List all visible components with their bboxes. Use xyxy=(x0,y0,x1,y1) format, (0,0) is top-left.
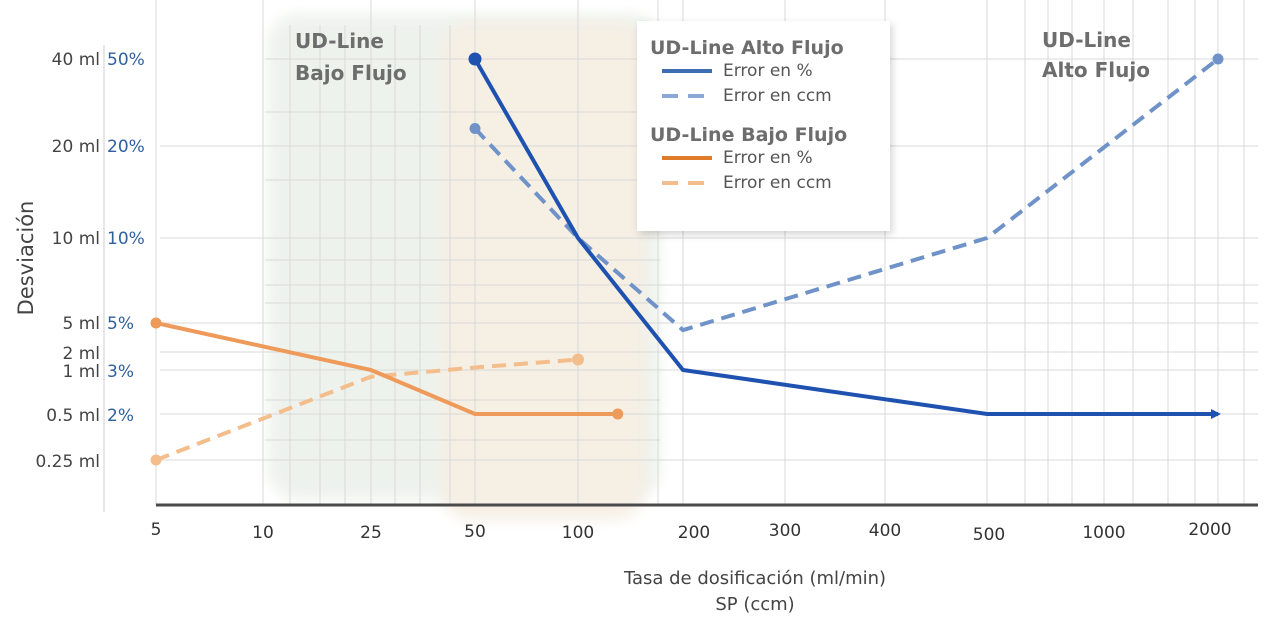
region-label-1: Alto Flujo xyxy=(1042,58,1150,82)
legend-item-label: Error en ccm xyxy=(723,86,832,106)
x-tick-label: 50 xyxy=(464,522,486,542)
x-tick-label: 25 xyxy=(360,523,382,543)
x-axis-ticks: 5 10 25 50 100 200 300 400 500 1000 2000 xyxy=(151,520,1232,545)
y-axis-title: Desviación xyxy=(14,201,38,316)
axes xyxy=(103,45,1258,512)
data-series xyxy=(150,52,1224,466)
x-tick-label: 1000 xyxy=(1082,523,1125,543)
y-tick-ml: 40 ml xyxy=(52,50,100,70)
y-tick-pct: 50% xyxy=(107,50,145,70)
region-labels: UD-Line Bajo Flujo UD-Line Alto Flujo xyxy=(295,28,1150,85)
y-axis-ticks: 40 ml 20 ml 10 ml 5 ml 2 ml1 ml 0.5 ml 0.25 ml… xyxy=(35,50,144,472)
x-axis-title: Tasa de dosificación (ml/min) xyxy=(623,568,886,589)
y-tick-pct: 3% xyxy=(107,362,134,382)
series-line-3 xyxy=(155,357,579,462)
series-1-point-0 xyxy=(469,122,481,134)
region-label-0: UD-Line xyxy=(295,29,384,53)
x-tick-label: 400 xyxy=(869,521,901,541)
y-tick-ml: 20 ml xyxy=(52,137,100,157)
legend-item-label: Error en ccm xyxy=(723,173,832,193)
y-tick-ml: 2 ml xyxy=(62,344,100,364)
y-tick-pct: 20% xyxy=(107,137,145,157)
x-tick-label: 100 xyxy=(562,523,594,543)
y-tick-ml: 1 ml xyxy=(62,362,100,382)
x-tick-label: 300 xyxy=(769,521,801,541)
y-tick-pct: 5% xyxy=(107,314,134,334)
series-1 xyxy=(469,53,1224,333)
x-tick-label: 500 xyxy=(973,525,1005,545)
series-3-point-0 xyxy=(150,454,162,466)
series-1-point-4 xyxy=(1212,53,1224,65)
series-3 xyxy=(150,353,584,466)
x-tick-label: 5 xyxy=(151,520,162,540)
legend-group-title: UD-Line Bajo Flujo xyxy=(650,124,847,146)
legend-box xyxy=(637,21,890,231)
y-tick-pct: 10% xyxy=(107,229,145,249)
series-line-2 xyxy=(155,321,618,416)
legend-group-title: UD-Line Alto Flujo xyxy=(650,37,844,59)
region-label-0: Bajo Flujo xyxy=(295,61,407,85)
series-line-0 xyxy=(473,58,1221,419)
series-0-point-0 xyxy=(468,52,482,66)
series-line-1 xyxy=(473,57,1220,333)
x-axis-subtitle: SP (ccm) xyxy=(715,594,794,615)
y-tick-ml: 0.5 ml xyxy=(46,406,100,426)
series-3-point-3 xyxy=(572,353,584,366)
series-0 xyxy=(468,52,1221,419)
legend-item-label: Error en % xyxy=(723,61,813,81)
y-tick-ml: 10 ml xyxy=(52,229,100,249)
series-2-point-0 xyxy=(150,317,162,329)
x-tick-label: 2000 xyxy=(1188,520,1231,540)
y-tick-ml: 5 ml xyxy=(62,314,100,334)
x-tick-label: 10 xyxy=(252,523,274,543)
legend-item-label: Error en % xyxy=(723,148,813,168)
region-label-1: UD-Line xyxy=(1042,28,1131,52)
series-2-point-3 xyxy=(612,408,624,420)
series-2 xyxy=(150,317,624,420)
x-tick-label: 200 xyxy=(678,523,710,543)
y-tick-pct: 2% xyxy=(107,406,134,426)
y-tick-ml: 0.25 ml xyxy=(35,452,100,472)
